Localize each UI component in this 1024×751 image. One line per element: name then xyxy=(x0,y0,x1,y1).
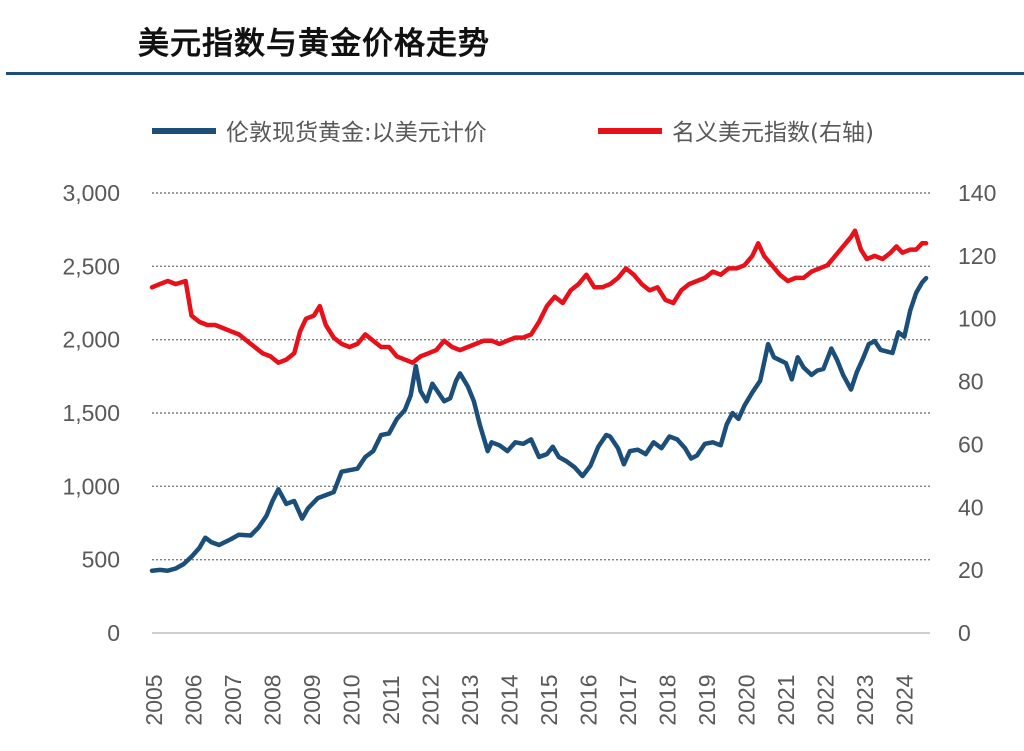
y-left-tick-label: 1,500 xyxy=(62,400,120,426)
x-tick-label: 2016 xyxy=(575,674,601,725)
y-left-tick-label: 0 xyxy=(107,620,120,646)
x-tick-label: 2014 xyxy=(496,674,522,725)
y-right-tick-label: 60 xyxy=(958,431,984,457)
legend-label-gold: 伦敦现货黄金:以美元计价 xyxy=(226,120,487,146)
y-right-tick-label: 20 xyxy=(958,557,984,583)
gridlines xyxy=(152,192,930,634)
y-left-tick-label: 3,000 xyxy=(62,180,120,206)
chart-title: 美元指数与黄金价格走势 xyxy=(138,26,490,62)
x-tick-label: 2022 xyxy=(812,674,838,725)
x-tick-label: 2005 xyxy=(141,674,167,725)
y-right-tick-label: 100 xyxy=(958,306,996,332)
y-left-tick-label: 2,500 xyxy=(62,253,120,279)
x-tick-label: 2006 xyxy=(180,674,206,725)
legend-label-dxy: 名义美元指数(右轴) xyxy=(672,120,874,146)
x-tick-label: 2020 xyxy=(733,674,759,725)
x-axis: 2005 2006 2007 2008 2009 2010 2011 2012 2013 2014… xyxy=(141,674,917,725)
x-tick-label: 2010 xyxy=(338,674,364,725)
x-tick-label: 2013 xyxy=(457,674,483,725)
left-y-axis: 0 500 1,000 1,500 2,000 2,500 3,000 xyxy=(62,180,120,646)
x-tick-label: 2012 xyxy=(417,674,443,725)
series-lines xyxy=(149,228,929,573)
title-underline xyxy=(6,72,1024,75)
series-line-gold xyxy=(149,275,929,573)
y-right-tick-label: 120 xyxy=(958,243,996,269)
x-tick-label: 2021 xyxy=(773,674,799,725)
x-tick-label: 2024 xyxy=(891,674,917,725)
y-left-tick-label: 2,000 xyxy=(62,327,120,353)
y-right-tick-label: 0 xyxy=(958,620,971,646)
x-tick-label: 2017 xyxy=(615,674,641,725)
x-tick-label: 2018 xyxy=(654,674,680,725)
x-tick-label: 2011 xyxy=(378,675,404,724)
y-right-tick-label: 40 xyxy=(958,494,984,520)
x-tick-label: 2007 xyxy=(220,674,246,725)
x-tick-label: 2023 xyxy=(852,674,878,725)
legend: 伦敦现货黄金:以美元计价 名义美元指数(右轴) xyxy=(152,120,874,146)
x-tick-label: 2015 xyxy=(536,674,562,725)
x-tick-label: 2009 xyxy=(299,674,325,725)
x-tick-label: 2008 xyxy=(259,674,285,725)
x-tick-label: 2019 xyxy=(694,674,720,725)
y-right-tick-label: 140 xyxy=(958,180,996,206)
right-y-axis: 0 20 40 60 80 100 120 140 xyxy=(958,180,996,646)
y-left-tick-label: 500 xyxy=(82,547,120,573)
series-line-dxy xyxy=(149,228,929,365)
y-left-tick-label: 1,000 xyxy=(62,473,120,499)
y-right-tick-label: 80 xyxy=(958,369,984,395)
